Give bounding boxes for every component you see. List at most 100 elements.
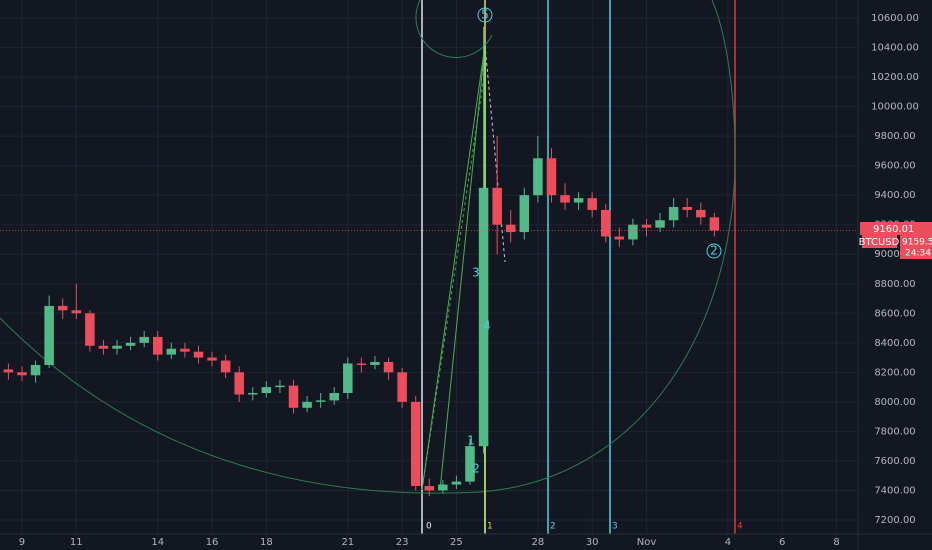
x-tick-label: 4 bbox=[725, 537, 731, 548]
candle-body bbox=[478, 187, 489, 447]
candle-body bbox=[451, 481, 462, 485]
candle-body bbox=[153, 336, 163, 355]
candle-body bbox=[180, 348, 190, 352]
candle-body bbox=[139, 336, 149, 343]
candle-body bbox=[383, 362, 394, 373]
price-tag: 24:34 bbox=[905, 249, 931, 259]
y-tick-label: 8400.00 bbox=[874, 338, 915, 349]
y-tick-label: 9000.00 bbox=[874, 249, 915, 260]
y-tick-label: 7800.00 bbox=[874, 426, 915, 437]
wave-label: 2 bbox=[472, 462, 480, 476]
x-tick-label: 14 bbox=[151, 537, 164, 548]
time-zone-label: 1 bbox=[487, 522, 493, 532]
fan-line bbox=[484, 44, 506, 263]
fan-line bbox=[421, 69, 486, 491]
candle-body bbox=[234, 372, 244, 395]
y-tick-label: 7600.00 bbox=[874, 456, 915, 467]
candle-body bbox=[329, 393, 339, 401]
y-tick-label: 8000.00 bbox=[874, 397, 915, 408]
candle-body bbox=[533, 158, 543, 196]
x-tick-label: 30 bbox=[586, 537, 599, 548]
x-tick-label: 28 bbox=[532, 537, 545, 548]
x-tick-label: 25 bbox=[450, 537, 463, 548]
x-tick-label: 9 bbox=[19, 537, 25, 548]
candle-body bbox=[17, 372, 27, 376]
candle-body bbox=[207, 357, 217, 361]
fan-line bbox=[421, 44, 486, 491]
candle-body bbox=[275, 385, 285, 388]
candle-body bbox=[44, 305, 54, 365]
y-tick-label: 8200.00 bbox=[874, 367, 915, 378]
candle-body bbox=[410, 401, 421, 487]
candle-body bbox=[546, 158, 557, 196]
candle-body bbox=[193, 351, 204, 358]
candle-body bbox=[71, 310, 82, 314]
x-tick-label: 6 bbox=[779, 537, 785, 548]
candle-body bbox=[3, 369, 14, 373]
candle-body bbox=[601, 209, 611, 237]
y-tick-label: 8600.00 bbox=[874, 308, 915, 319]
candle-body bbox=[709, 217, 720, 231]
y-tick-label: 9600.00 bbox=[874, 161, 915, 172]
y-tick-label: 10000.00 bbox=[871, 102, 919, 113]
wave-label-circle bbox=[706, 243, 722, 259]
symbol-tag: BTCUSD bbox=[859, 237, 900, 248]
candle-body bbox=[587, 198, 597, 210]
candle-body bbox=[641, 224, 652, 228]
candle-body bbox=[288, 385, 299, 408]
wave-label-circle bbox=[477, 7, 493, 23]
price-tag: 9159.52 bbox=[902, 238, 932, 248]
candle-body bbox=[573, 198, 584, 203]
candle-body bbox=[248, 393, 258, 395]
candle-body bbox=[682, 206, 692, 210]
candle-body bbox=[85, 313, 95, 346]
wave-label: 2 bbox=[710, 244, 718, 258]
candle-body bbox=[614, 236, 625, 240]
fib-circle bbox=[0, 0, 736, 494]
candle-body bbox=[57, 305, 68, 311]
candle-body bbox=[505, 224, 516, 233]
wave-label: 3 bbox=[472, 266, 480, 280]
y-tick-label: 7400.00 bbox=[874, 485, 915, 496]
candle-body bbox=[220, 360, 231, 373]
wave-label: 5 bbox=[481, 8, 489, 22]
x-tick-label: 8 bbox=[833, 537, 839, 548]
candle-body bbox=[30, 364, 41, 376]
candle-body bbox=[424, 486, 435, 491]
candle-body bbox=[438, 484, 448, 491]
candle-body bbox=[465, 446, 475, 482]
candle-body bbox=[125, 342, 136, 346]
y-tick-label: 7200.00 bbox=[874, 515, 915, 526]
time-zone-label: 3 bbox=[612, 522, 618, 532]
candle-body bbox=[696, 209, 706, 218]
axes: 7200.00 7400.00 7600.00 7800.00 8000.00 8200.… bbox=[19, 13, 932, 548]
x-tick-label: 11 bbox=[70, 537, 83, 548]
candle-body bbox=[492, 187, 502, 225]
x-tick-label: 21 bbox=[341, 537, 354, 548]
price-scale bbox=[858, 0, 932, 550]
x-tick-label: 16 bbox=[206, 537, 219, 548]
time-zone-label: 0 bbox=[426, 522, 432, 532]
x-tick-label: Nov bbox=[637, 537, 657, 548]
y-tick-label: 10400.00 bbox=[871, 43, 919, 54]
symbol-tag-bg bbox=[862, 235, 897, 248]
y-tick-label: 9400.00 bbox=[874, 190, 915, 201]
fib-circle bbox=[415, 0, 493, 58]
candle-body bbox=[166, 348, 177, 355]
candle-body bbox=[397, 372, 407, 402]
wave-label: 4 bbox=[483, 319, 491, 333]
candle-body bbox=[302, 401, 312, 408]
y-tick-label: 9800.00 bbox=[874, 131, 915, 142]
y-tick-label: 8800.00 bbox=[874, 279, 915, 290]
x-tick-label: 23 bbox=[396, 537, 409, 548]
price-tag-bg bbox=[900, 235, 932, 259]
candle-body bbox=[668, 206, 679, 221]
candle-body bbox=[655, 220, 665, 228]
candle-body bbox=[370, 362, 380, 365]
candle-body bbox=[261, 387, 272, 394]
x-tick-label: 18 bbox=[260, 537, 273, 548]
y-tick-label: 10200.00 bbox=[871, 72, 919, 83]
time-zone-label: 4 bbox=[737, 522, 743, 532]
candle-body bbox=[98, 345, 109, 349]
